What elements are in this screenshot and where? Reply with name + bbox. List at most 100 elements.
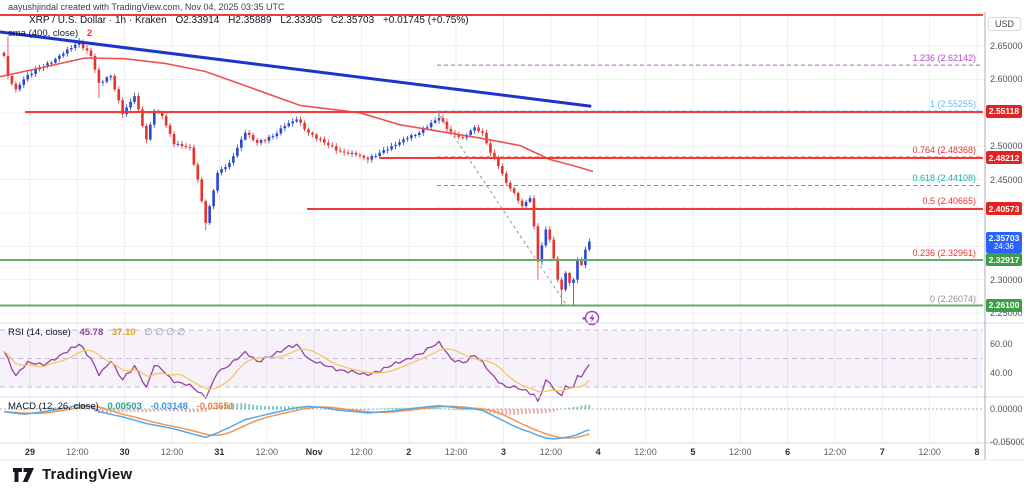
tradingview-logo-icon — [13, 467, 34, 482]
fib-level-label: 0.764 (2.48368) — [912, 145, 976, 156]
candle-body — [251, 135, 255, 140]
candle-body — [588, 241, 591, 250]
candle-body — [85, 48, 89, 51]
candle-body — [247, 132, 251, 136]
candle-body — [164, 116, 168, 126]
time-label: 6 — [785, 447, 791, 457]
candle-body — [584, 249, 587, 265]
candle-body — [417, 132, 421, 135]
candle-body — [121, 100, 124, 115]
candle-body — [358, 154, 362, 156]
candle-body — [216, 172, 219, 191]
candle-body — [441, 118, 445, 122]
candle-body — [319, 138, 322, 140]
attribution-text: aayushjindal created with TradingView.co… — [8, 2, 285, 12]
candle-body — [18, 84, 22, 90]
candle-body — [501, 166, 504, 174]
candle-body — [414, 134, 417, 136]
candle-body — [125, 107, 128, 115]
candle-body — [398, 142, 401, 145]
candle-body — [299, 119, 302, 123]
candle-body — [354, 152, 358, 155]
candle-body — [283, 126, 287, 129]
candle-body — [402, 139, 405, 143]
candle-body — [275, 133, 279, 137]
candle-body — [437, 118, 441, 121]
sma-legend[interactable]: sma (400, close) 2 — [8, 28, 98, 39]
tradingview-logo-text: TradingView — [42, 466, 133, 483]
fib-level-label: 0.5 (2.40665) — [922, 196, 976, 207]
candle-body — [240, 139, 243, 148]
macd-legend[interactable]: MACD (12, 26, close) 0.00503 -0.03148 -0… — [8, 401, 240, 412]
candle-body — [497, 158, 500, 167]
price-tick: 2.50000 — [990, 141, 1023, 152]
fib-level-label: 1.236 (2.62142) — [912, 53, 976, 64]
macd-hist-value: 0.00503 — [107, 401, 142, 412]
candle-body — [271, 136, 275, 138]
candle-body — [334, 146, 338, 151]
candle-body — [117, 89, 120, 101]
candle-body — [350, 152, 354, 154]
candle-body — [263, 140, 267, 142]
candle-body — [421, 128, 425, 133]
time-label: 12:00 — [918, 447, 941, 457]
fib-level-label: 0.236 (2.32961) — [912, 247, 976, 258]
candle-body — [232, 156, 235, 163]
candle-body — [62, 53, 65, 56]
tradingview-logo[interactable]: TradingView — [12, 466, 132, 483]
rsi-legend[interactable]: RSI (14, close) 45.78 37.10 ∅ ∅ ∅ ∅ — [8, 327, 191, 338]
ohlc-high: H2.35889 — [228, 15, 272, 26]
sma-label: sma (400, close) — [8, 28, 79, 39]
candle-body — [81, 42, 85, 49]
trendline[interactable] — [0, 30, 592, 108]
candle-body — [406, 138, 409, 140]
ohlc-close: C2.35703 — [330, 15, 375, 26]
candle-body — [374, 156, 378, 158]
candle-body — [552, 239, 556, 259]
candle-body — [133, 96, 136, 102]
candle-body — [580, 259, 583, 265]
time-label: 12:00 — [539, 447, 563, 457]
currency-chip[interactable]: USD — [988, 17, 1022, 31]
time-label: 12:00 — [823, 447, 847, 457]
candle-body — [330, 145, 334, 147]
candle-body — [97, 69, 101, 83]
time-label: 31 — [214, 447, 225, 457]
candle-body — [564, 272, 567, 290]
candle-body — [528, 198, 532, 202]
candle-body — [243, 132, 247, 140]
candle-body — [449, 128, 453, 133]
candle-body — [366, 157, 370, 160]
candle-body — [184, 146, 188, 148]
candle-body — [342, 151, 346, 153]
ohlc-change: +0.01745 (+0.75%) — [382, 15, 469, 26]
time-label: 12:00 — [160, 447, 184, 457]
candle-body — [560, 279, 563, 290]
candle-body — [346, 152, 350, 154]
price-tick: 2.30000 — [990, 274, 1023, 285]
candle-body — [378, 152, 382, 157]
ohlc-open: O2.33914 — [175, 15, 220, 26]
sma-line[interactable] — [0, 57, 594, 173]
symbol-legend[interactable]: XRP / U.S. Dollar · 1h · Kraken O2.33914… — [29, 15, 475, 26]
candle-body — [267, 136, 271, 141]
candle-body — [259, 140, 263, 143]
candle-body — [576, 259, 579, 280]
fib-level-label: 0.618 (2.44108) — [912, 173, 976, 184]
macd-tick: 0.00000 — [990, 404, 1023, 414]
candle-body — [481, 131, 484, 133]
candle-body — [6, 56, 10, 77]
candle-body — [461, 136, 465, 138]
candle-body — [93, 56, 97, 70]
rsi-ma-value: 37.10 — [111, 327, 136, 338]
candle-body — [508, 182, 512, 189]
fib-level-label: 0 (2.26074) — [929, 293, 976, 304]
price-tick: 2.45000 — [990, 174, 1023, 185]
candle-body — [54, 58, 57, 63]
candle-body — [208, 206, 211, 223]
candle-body — [433, 120, 437, 123]
candle-body — [386, 149, 389, 151]
candle-body — [516, 192, 520, 201]
